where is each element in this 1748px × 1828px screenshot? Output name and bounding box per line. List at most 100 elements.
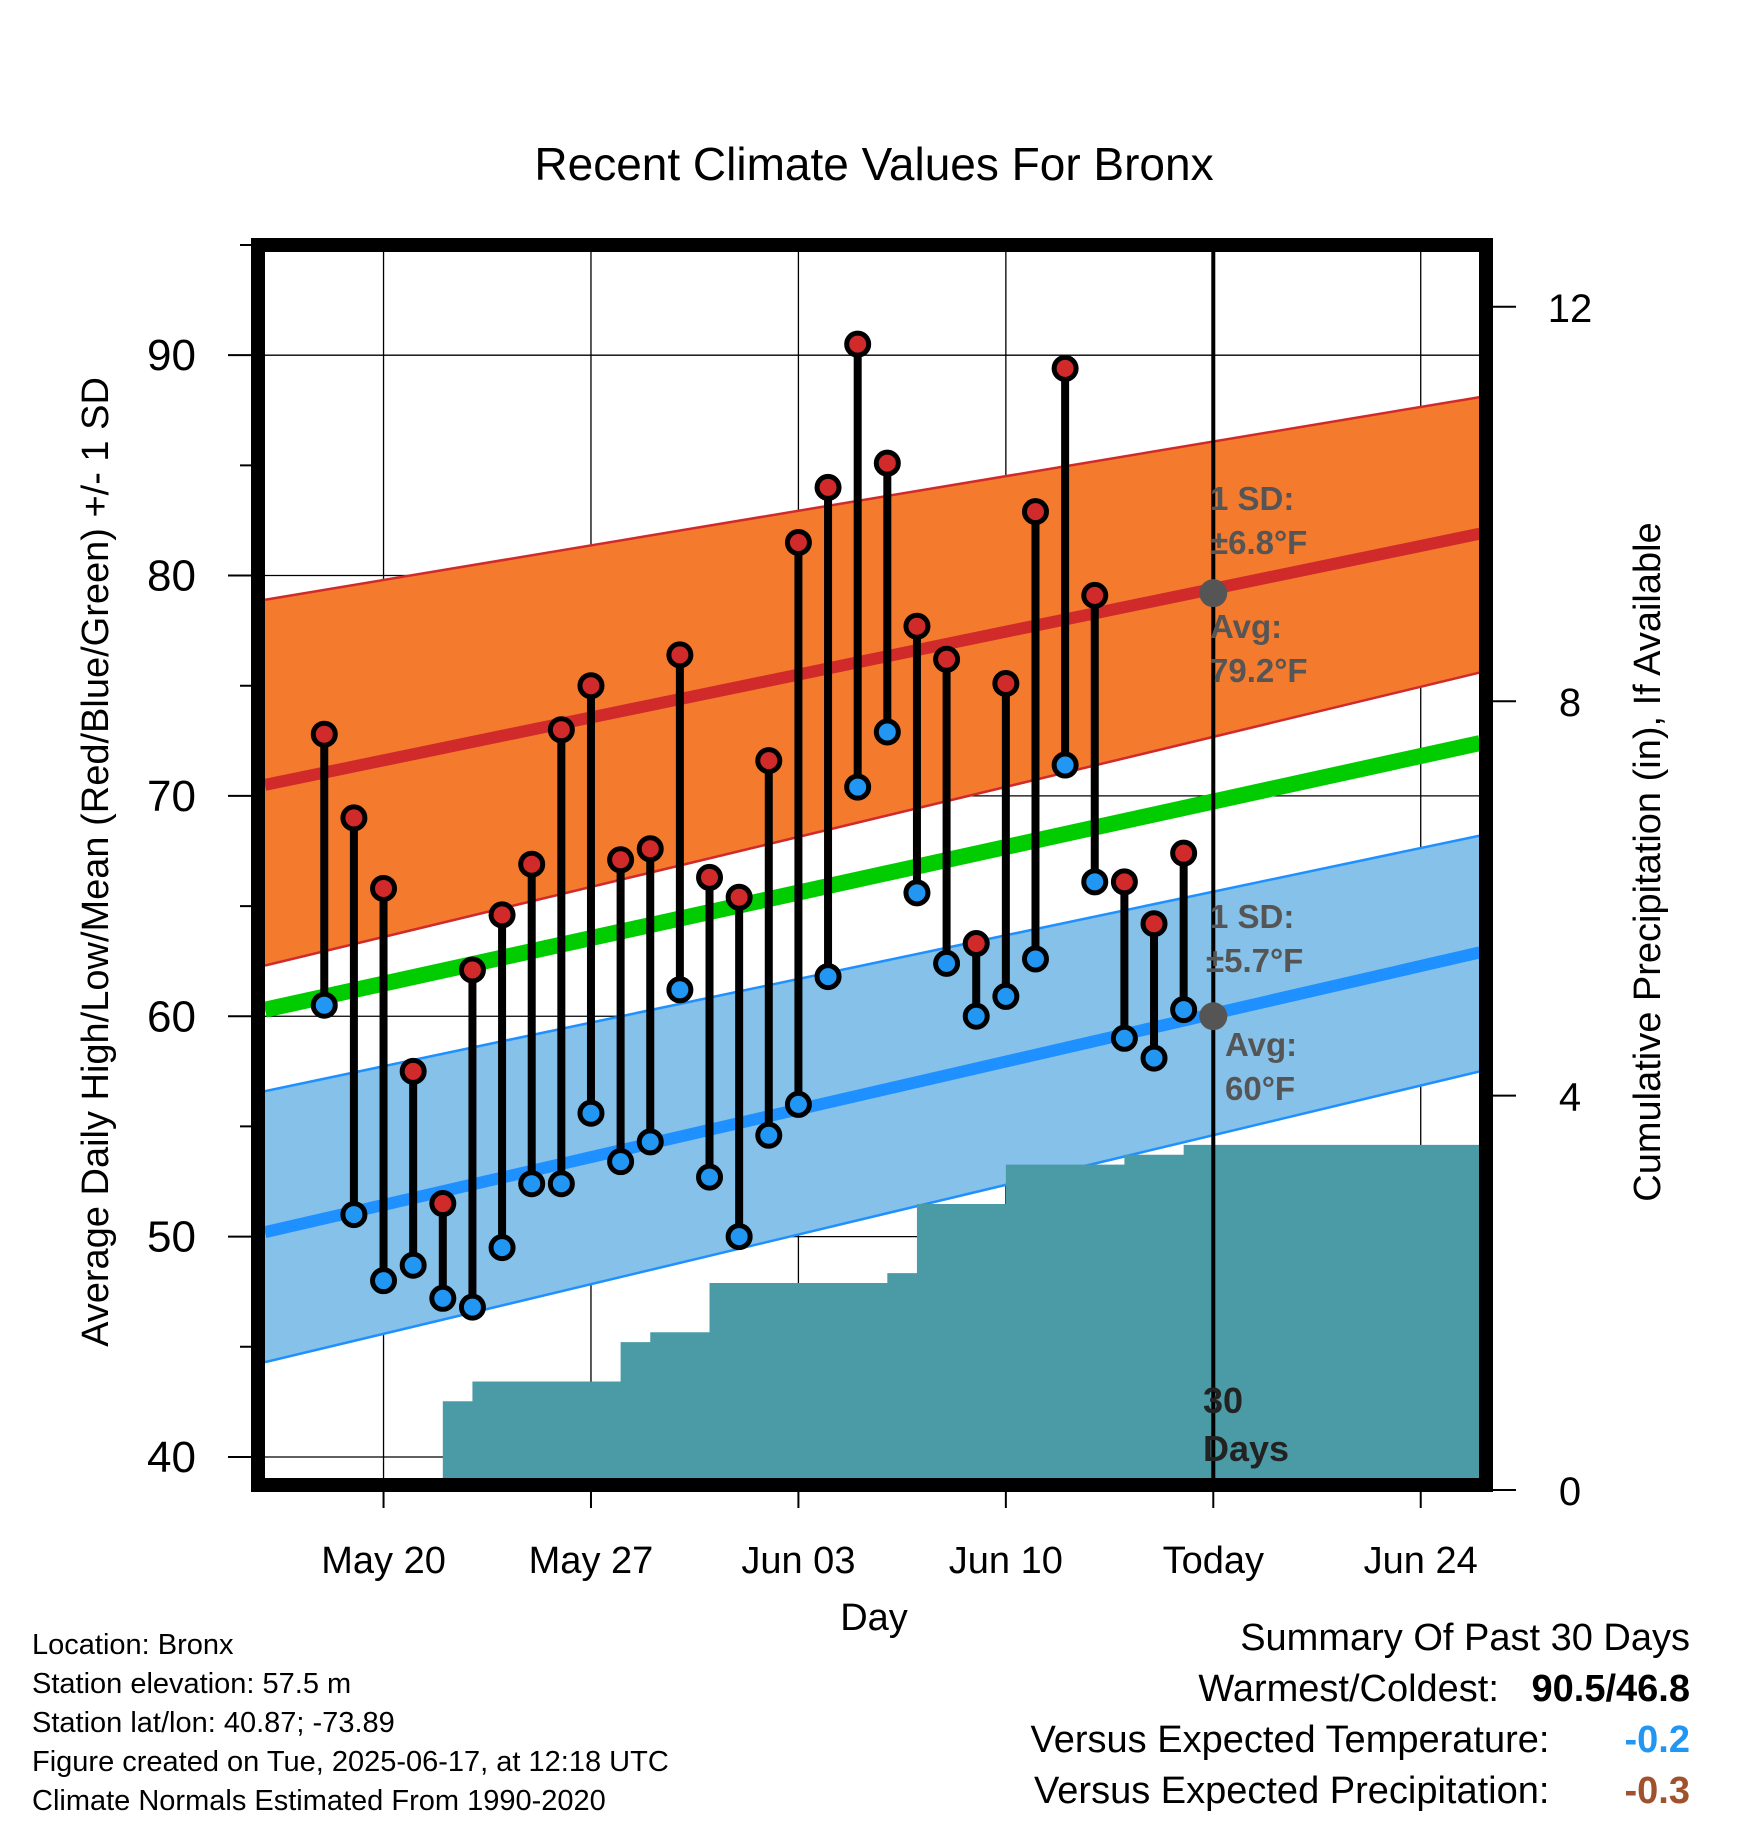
axes: 40 50 60 70 80 90 0 4 8 12 May 20 May 27 Jun 03 Jun 1…: [147, 244, 1593, 1582]
precip-area: [442, 1144, 1480, 1479]
low-temp-marker: [488, 1234, 516, 1262]
high-band-upper-edge: [265, 395, 1480, 602]
info-location: Location: Bronx: [32, 1629, 234, 1661]
period-line-2: Days: [1203, 1428, 1289, 1469]
low-temp-marker: [933, 949, 961, 977]
chart-title: Recent Climate Values For Bronx: [534, 138, 1213, 190]
high-avg-value: 79.2°F: [1210, 652, 1308, 689]
high-temp-marker: [636, 835, 664, 863]
high-temp-marker: [755, 747, 783, 775]
low-sd-band: [265, 835, 1480, 1363]
low-band-upper-edge: [265, 834, 1480, 1093]
low-temp-marker: [755, 1121, 783, 1149]
high-temp-marker: [1051, 354, 1079, 382]
info-latlon: Station lat/lon: 40.87; -73.89: [32, 1707, 395, 1739]
temp-label: Versus Expected Temperature:: [1030, 1719, 1550, 1761]
low-temp-marker: [310, 991, 338, 1019]
x-tick-label: Jun 10: [949, 1540, 1063, 1582]
x-tick-label: Jun 24: [1364, 1540, 1478, 1582]
high-temp-marker: [696, 863, 724, 891]
coldest: 46.8: [1616, 1668, 1690, 1710]
temperature-markers: [310, 330, 1228, 1321]
info-normals: Climate Normals Estimated From 1990-2020: [32, 1785, 606, 1817]
low-temp-marker: [1081, 868, 1109, 896]
y-tick-label: 60: [147, 992, 196, 1041]
y2-tick-label: 12: [1548, 287, 1593, 331]
high-temp-marker: [933, 645, 961, 673]
high-temp-marker: [1170, 839, 1198, 867]
x-tick-label: May 27: [529, 1540, 654, 1582]
low-avg-value: 60°F: [1225, 1070, 1295, 1107]
today-low-avg-marker: [1199, 1002, 1228, 1031]
low-avg-label: Avg:: [1225, 1026, 1297, 1063]
warm-cold-separator: /: [1605, 1668, 1617, 1710]
y2-tick-label: 0: [1559, 1470, 1581, 1514]
y2-tick-label: 8: [1559, 681, 1581, 725]
precip-label: Versus Expected Precipitation:: [1034, 1770, 1550, 1812]
low-temp-marker: [844, 773, 872, 801]
low-sd-label: 1 SD:: [1210, 898, 1294, 935]
low-temp-marker: [814, 963, 842, 991]
high-temp-marker: [992, 670, 1020, 698]
low-temp-marker: [547, 1170, 575, 1198]
today-high-avg-marker: [1199, 579, 1228, 608]
y-tick-label: 80: [147, 552, 196, 601]
precip-value: -0.3: [1624, 1770, 1690, 1812]
precipitation-area: [442, 1144, 1480, 1479]
high-temp-marker: [340, 804, 368, 832]
period-line-1: 30: [1203, 1380, 1243, 1421]
warmest-value: 90.5/46.8: [1532, 1668, 1691, 1711]
high-temp-marker: [547, 716, 575, 744]
high-temp-marker: [518, 850, 546, 878]
low-temp-marker: [518, 1170, 546, 1198]
low-temp-marker: [666, 976, 694, 1004]
low-temp-marker: [992, 982, 1020, 1010]
x-tick-label: Today: [1163, 1540, 1264, 1582]
low-temp-marker: [577, 1099, 605, 1127]
low-temp-marker: [1110, 1024, 1138, 1052]
high-sd-label: 1 SD:: [1210, 480, 1294, 517]
x-axis-label: Day: [840, 1597, 908, 1639]
low-temp-marker: [1140, 1044, 1168, 1072]
x-tick-label: Jun 03: [741, 1540, 855, 1582]
low-temp-marker: [1021, 945, 1049, 973]
low-temp-marker: [607, 1148, 635, 1176]
low-temp-marker: [370, 1267, 398, 1295]
temperature-stems: [320, 344, 1188, 1308]
low-temp-marker: [399, 1251, 427, 1279]
high-temp-marker: [310, 720, 338, 748]
y-tick-label: 50: [147, 1213, 196, 1262]
low-temp-marker: [636, 1128, 664, 1156]
summary-temp: Versus Expected Temperature: -0.2: [1031, 1719, 1690, 1762]
low-temp-marker: [1051, 751, 1079, 779]
high-temp-marker: [814, 473, 842, 501]
high-avg-label: Avg:: [1210, 608, 1282, 645]
high-temp-marker: [903, 612, 931, 640]
low-mean-line: [265, 946, 1480, 1239]
low-temp-marker: [962, 1002, 990, 1030]
high-mean-line: [265, 527, 1480, 791]
warmest: 90.5: [1531, 1668, 1606, 1710]
x-tick-label: May 20: [321, 1540, 446, 1582]
low-temp-marker: [429, 1284, 457, 1312]
y2-tick-label: 4: [1559, 1076, 1581, 1120]
y-tick-label: 90: [147, 331, 196, 380]
high-temp-marker: [370, 874, 398, 902]
y-tick-label: 70: [147, 772, 196, 821]
high-temp-marker: [1140, 910, 1168, 938]
low-temp-marker: [340, 1201, 368, 1229]
high-temp-marker: [399, 1057, 427, 1085]
high-temp-marker: [1081, 581, 1109, 609]
info-elevation: Station elevation: 57.5 m: [32, 1668, 352, 1700]
high-temp-marker: [577, 672, 605, 700]
low-temp-marker: [903, 879, 931, 907]
high-temp-marker: [784, 528, 812, 556]
high-temp-marker: [962, 930, 990, 958]
high-temp-marker: [1021, 498, 1049, 526]
info-created: Figure created on Tue, 2025-06-17, at 12…: [32, 1746, 669, 1778]
warm-cold-label: Warmest/Coldest:: [1198, 1668, 1499, 1710]
high-temp-marker: [1110, 868, 1138, 896]
low-sd-value: ±5.7°F: [1206, 942, 1303, 979]
summary-precip: Versus Expected Precipitation: -0.3: [1034, 1770, 1690, 1813]
